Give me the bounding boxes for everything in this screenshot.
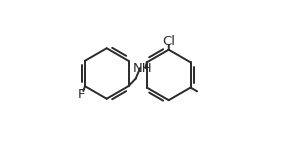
Text: Cl: Cl [163, 35, 176, 48]
Text: NH: NH [133, 62, 153, 75]
Text: F: F [78, 88, 85, 101]
